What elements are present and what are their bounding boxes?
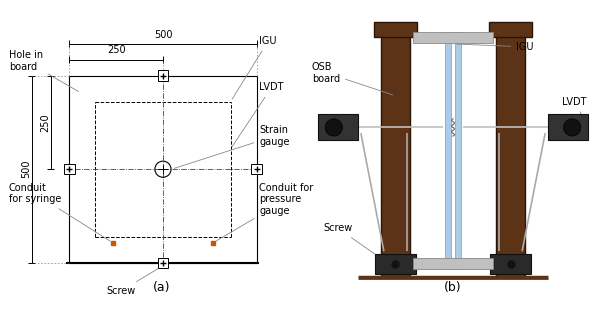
Text: Conduit for
pressure
gauge: Conduit for pressure gauge (216, 183, 314, 241)
Text: Hole in
board: Hole in board (9, 50, 79, 91)
Bar (413, 33, 493, 43)
Text: IGU: IGU (456, 42, 534, 52)
Bar (375, 254, 416, 274)
Text: LVDT: LVDT (232, 82, 284, 146)
Bar (158, 258, 168, 268)
Bar (445, 33, 451, 269)
Circle shape (563, 119, 581, 136)
Text: IGU: IGU (232, 36, 277, 99)
Bar (489, 22, 532, 37)
Bar (413, 259, 493, 269)
Text: Screw: Screw (323, 223, 393, 267)
Bar (251, 164, 262, 174)
Text: (b): (b) (444, 281, 462, 295)
Bar (381, 24, 410, 277)
Text: (a): (a) (153, 281, 170, 295)
Text: 250: 250 (107, 45, 125, 55)
Text: 250: 250 (40, 113, 50, 132)
Bar (158, 70, 168, 81)
Text: Screw: Screw (107, 267, 161, 296)
Text: Strain
gauge: Strain gauge (174, 125, 290, 168)
Text: Conduit
for syringe: Conduit for syringe (9, 183, 110, 241)
Text: OSB
board: OSB board (312, 62, 393, 95)
Text: 500: 500 (154, 30, 172, 40)
Text: LVDT: LVDT (562, 96, 587, 125)
Bar (490, 254, 531, 274)
Circle shape (325, 119, 343, 136)
Bar (374, 22, 417, 37)
Text: 500: 500 (21, 160, 31, 178)
Bar (496, 24, 525, 277)
Bar (455, 33, 461, 269)
Bar (548, 115, 589, 141)
Bar (64, 164, 74, 174)
Bar (317, 115, 358, 141)
